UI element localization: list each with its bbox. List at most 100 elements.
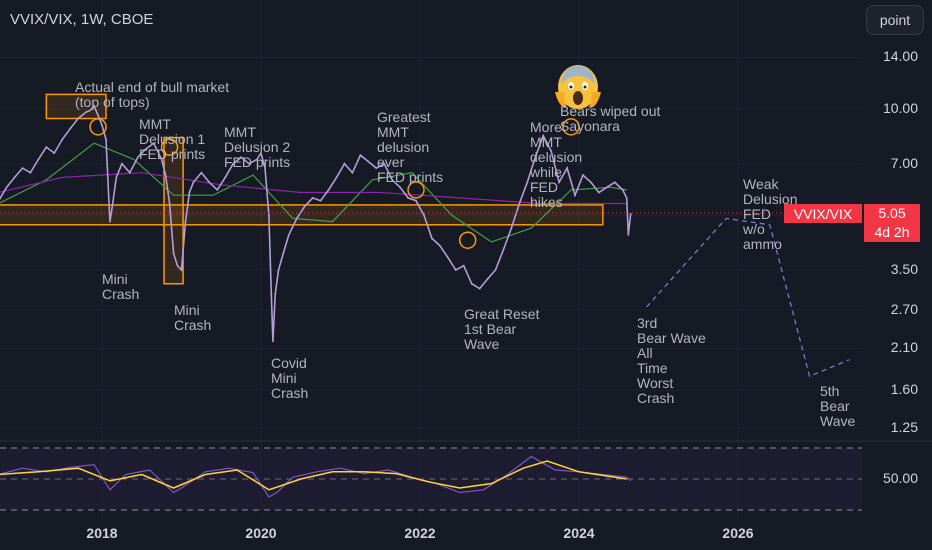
price-tick-label: 10.00: [882, 100, 918, 116]
point-button[interactable]: point: [866, 5, 924, 35]
price-point: [303, 205, 306, 208]
price-point: [248, 162, 250, 165]
price-point: [558, 181, 561, 184]
price-point: [454, 269, 457, 271]
price-point: [260, 152, 262, 155]
price-point: [29, 171, 32, 174]
price-point: [128, 171, 131, 174]
anno-mmt-delusion-1: MMT Delusion 1 FED prints: [139, 116, 206, 162]
price-point: [268, 214, 270, 217]
price-point: [176, 264, 179, 267]
annotation-circles: [89, 118, 580, 249]
price-point: [69, 127, 72, 130]
price-point: [590, 181, 592, 184]
price-point: [295, 217, 298, 220]
price-point: [335, 176, 338, 179]
price-point: [526, 181, 529, 184]
price-point: [287, 234, 290, 236]
anno-fifth-bear: 5th Bear Wave: [820, 383, 856, 429]
anno-mmt-delusion-2: MMT Delusion 2 FED prints: [224, 124, 291, 170]
price-point: [625, 197, 628, 199]
price-tick-label: 3.50: [890, 261, 918, 277]
price-point: [168, 202, 171, 205]
price-point: [282, 252, 285, 255]
price-point: [120, 162, 123, 165]
price-point: [605, 186, 608, 189]
price-point: [423, 214, 425, 217]
annotation-zones: [0, 93, 604, 285]
price-point: [21, 167, 24, 170]
price-point: [431, 237, 433, 240]
anno-greatest-mmt: Greatest MMT delusion ever FED prints: [377, 109, 444, 185]
price-point: [144, 148, 147, 150]
price-point: [200, 171, 203, 174]
time-tick-label: 2024: [563, 525, 595, 541]
price-point: [172, 252, 175, 255]
time-tick-label: 2018: [86, 525, 118, 541]
price-point: [582, 174, 584, 176]
anno-mini-crash-1: Mini Crash: [102, 271, 140, 302]
price-tick-label: 1.60: [890, 381, 918, 398]
price-point: [5, 186, 8, 189]
price-point: [351, 171, 354, 174]
ma-purple-line: [0, 172, 627, 205]
price-point: [438, 244, 441, 247]
price-point: [240, 156, 243, 159]
price-point: [53, 152, 56, 155]
rsi-ma-line: [0, 460, 627, 491]
price-point: [264, 167, 266, 170]
price-point: [37, 158, 40, 161]
anno-great-reset: Great Reset 1st Bear Wave: [464, 306, 540, 352]
highlight-circle: [562, 118, 580, 136]
price-point: [93, 105, 95, 107]
highlight-zone: [45, 93, 107, 120]
price-point: [597, 191, 600, 194]
anno-covid: Covid Mini Crash: [271, 355, 309, 401]
price-point: [180, 269, 183, 271]
anno-more-mmt: More MMT delusion while FED hikes: [530, 119, 583, 210]
price-tick-label: 14.00: [882, 48, 918, 65]
price-point: [629, 212, 632, 215]
price-point: [115, 176, 118, 179]
price-point: [89, 109, 91, 112]
price-point: [13, 176, 16, 179]
price-point: [77, 117, 80, 120]
price-point: [462, 264, 465, 267]
time-tick-label: 2022: [404, 525, 436, 541]
time-gridlines: [101, 0, 739, 518]
symbol-price-tag: VVIX/VIX: [784, 204, 862, 223]
price-point: [566, 167, 568, 170]
price-series: [0, 104, 632, 343]
highlight-zone: [163, 136, 184, 285]
price-point: [109, 220, 111, 223]
anno-mini-crash-2: Mini Crash: [174, 302, 212, 333]
highlight-zone: [0, 204, 604, 226]
price-tick-label: 2.10: [890, 339, 918, 356]
price-point: [105, 138, 107, 141]
price-tick-label: 2.70: [890, 300, 918, 317]
price-point: [152, 142, 155, 145]
rsi-tick-label: 50.00: [882, 470, 918, 486]
price-point: [510, 227, 513, 229]
anno-bears-wiped: Bears wiped out Sayonara: [560, 103, 661, 134]
moving-averages: [0, 142, 627, 243]
price-point: [391, 178, 394, 181]
price-point: [164, 174, 167, 176]
price-point: [208, 181, 211, 184]
price-point: [613, 181, 616, 184]
price-point: [232, 162, 235, 165]
highlight-circle: [458, 231, 477, 249]
price-point: [343, 162, 346, 165]
price-point: [375, 167, 378, 170]
price-point: [224, 176, 227, 179]
price-point: [383, 162, 386, 165]
price-point: [415, 199, 417, 202]
highlight-circle: [407, 181, 425, 199]
price-point: [270, 292, 273, 295]
price-point: [216, 189, 219, 191]
price-point: [621, 189, 624, 191]
price-point: [407, 197, 409, 199]
price-point: [97, 114, 99, 117]
time-tick-label: 2020: [245, 525, 277, 541]
